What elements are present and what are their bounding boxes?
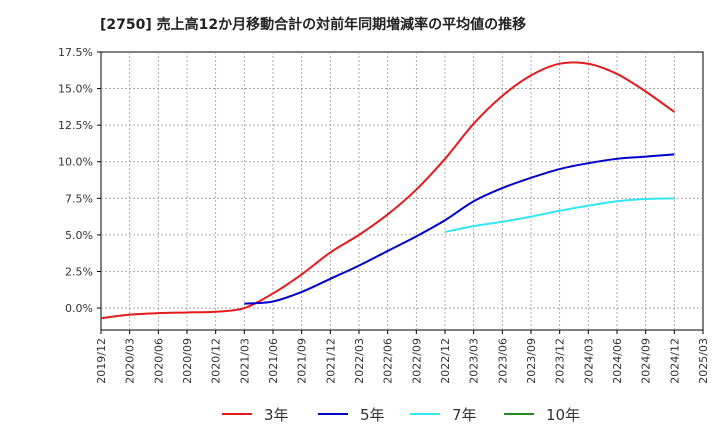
- x-tick-label: 2020/06: [152, 338, 165, 384]
- legend-label: 10年: [546, 406, 580, 424]
- grid-lines: [101, 52, 703, 330]
- x-tick-label: 2023/09: [525, 338, 538, 384]
- y-tick-label: 17.5%: [58, 46, 93, 59]
- x-tick-label: 2021/12: [324, 338, 337, 384]
- series-lines: [100, 61, 675, 320]
- x-tick-label: 2021/09: [296, 338, 309, 384]
- y-tick-label: 2.5%: [65, 265, 93, 278]
- chart-title: [2750] 売上高12か月移動合計の対前年同期増減率の平均値の推移: [100, 17, 527, 33]
- legend: 3年 5年 7年 10年: [222, 406, 580, 424]
- x-tick-label: 2020/03: [124, 338, 137, 384]
- x-tick-label: 2021/03: [238, 338, 251, 384]
- series-line-7年: [444, 197, 675, 233]
- x-tick-label: 2024/06: [611, 338, 624, 384]
- y-tick-label: 0.0%: [65, 302, 93, 315]
- y-tick-label: 7.5%: [65, 192, 93, 205]
- y-axis-ticks: 0.0% 2.5% 5.0% 7.5% 10.0% 12.5% 15.0% 17.5%: [58, 46, 101, 315]
- x-tick-label: 2024/12: [668, 338, 681, 384]
- x-tick-label: 2024/09: [640, 338, 653, 384]
- series-line-3年: [100, 61, 675, 320]
- plot-area: [100, 51, 704, 331]
- x-tick-label: 2022/03: [353, 338, 366, 384]
- x-tick-label: 2023/03: [468, 338, 481, 384]
- y-tick-label: 10.0%: [58, 156, 93, 169]
- x-tick-label: 2021/06: [267, 338, 280, 384]
- x-tick-label: 2023/12: [554, 338, 567, 384]
- y-tick-label: 12.5%: [58, 119, 93, 132]
- legend-label: 5年: [360, 406, 385, 424]
- x-tick-label: 2019/12: [95, 338, 108, 384]
- y-tick-label: 5.0%: [65, 229, 93, 242]
- x-tick-label: 2024/03: [582, 338, 595, 384]
- legend-label: 7年: [452, 406, 477, 424]
- x-tick-label: 2020/09: [181, 338, 194, 384]
- x-tick-label: 2022/06: [382, 338, 395, 384]
- x-tick-label: 2022/09: [410, 338, 423, 384]
- x-axis-ticks: 2019/12 2020/03 2020/06 2020/09 2020/12 2021/…: [95, 330, 710, 384]
- legend-label: 3年: [264, 406, 289, 424]
- x-tick-label: 2020/12: [210, 338, 223, 384]
- x-tick-label: 2025/03: [697, 338, 710, 384]
- x-tick-label: 2023/06: [496, 338, 509, 384]
- series-line-5年: [244, 153, 675, 305]
- x-tick-label: 2022/12: [439, 338, 452, 384]
- y-tick-label: 15.0%: [58, 83, 93, 96]
